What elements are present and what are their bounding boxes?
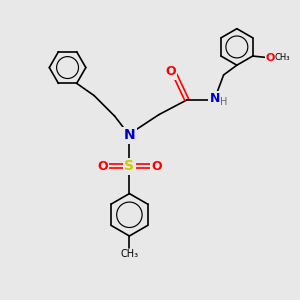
Text: H: H — [220, 97, 227, 107]
Text: O: O — [151, 160, 162, 173]
Text: O: O — [266, 52, 275, 62]
Text: O: O — [165, 65, 176, 79]
Text: N: N — [124, 128, 135, 142]
Text: S: S — [124, 159, 134, 173]
Text: CH₃: CH₃ — [120, 249, 139, 259]
Text: CH₃: CH₃ — [274, 53, 290, 62]
Text: O: O — [97, 160, 108, 173]
Text: N: N — [210, 92, 220, 105]
